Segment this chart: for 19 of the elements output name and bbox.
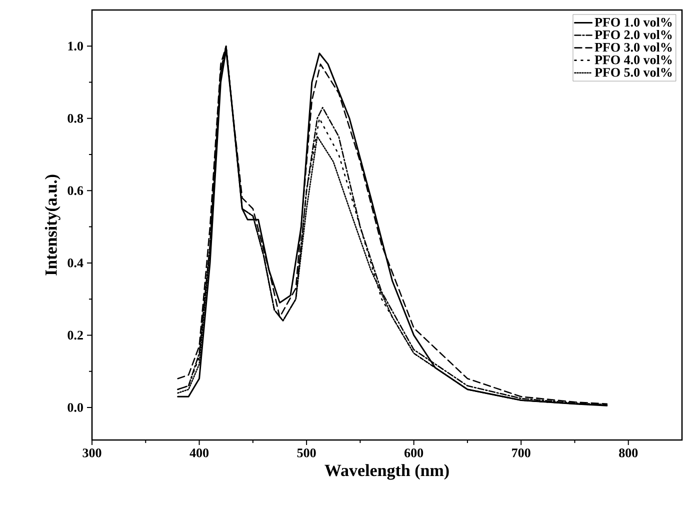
x-tick-label: 300	[82, 448, 102, 458]
x-tick-label: 800	[619, 448, 638, 458]
legend-label: PFO 5.0 vol%	[594, 68, 672, 77]
y-tick-label: 0.2	[68, 330, 83, 340]
legend-label: PFO 4.0 vol%	[594, 55, 672, 64]
y-axis-title: Intensity(a.u.)	[44, 174, 60, 276]
x-tick-label: 500	[297, 448, 316, 458]
x-tick-label: 600	[404, 448, 424, 458]
y-tick-label: 1.0	[68, 42, 83, 51]
y-tick-label: 0.0	[68, 403, 83, 412]
y-tick-label: 0.6	[68, 186, 84, 196]
x-axis-title: Wavelength (nm)	[324, 464, 449, 480]
y-tick-label: 0.4	[68, 258, 84, 268]
x-tick-label: 700	[512, 448, 530, 458]
y-tick-label: 0.8	[68, 114, 84, 123]
legend-label: PFO 2.0 vol%	[594, 30, 672, 40]
legend-label: PFO 3.0 vol%	[594, 42, 672, 52]
x-tick-label: 400	[190, 448, 209, 458]
legend-label: PFO 1.0 vol%	[594, 18, 672, 27]
